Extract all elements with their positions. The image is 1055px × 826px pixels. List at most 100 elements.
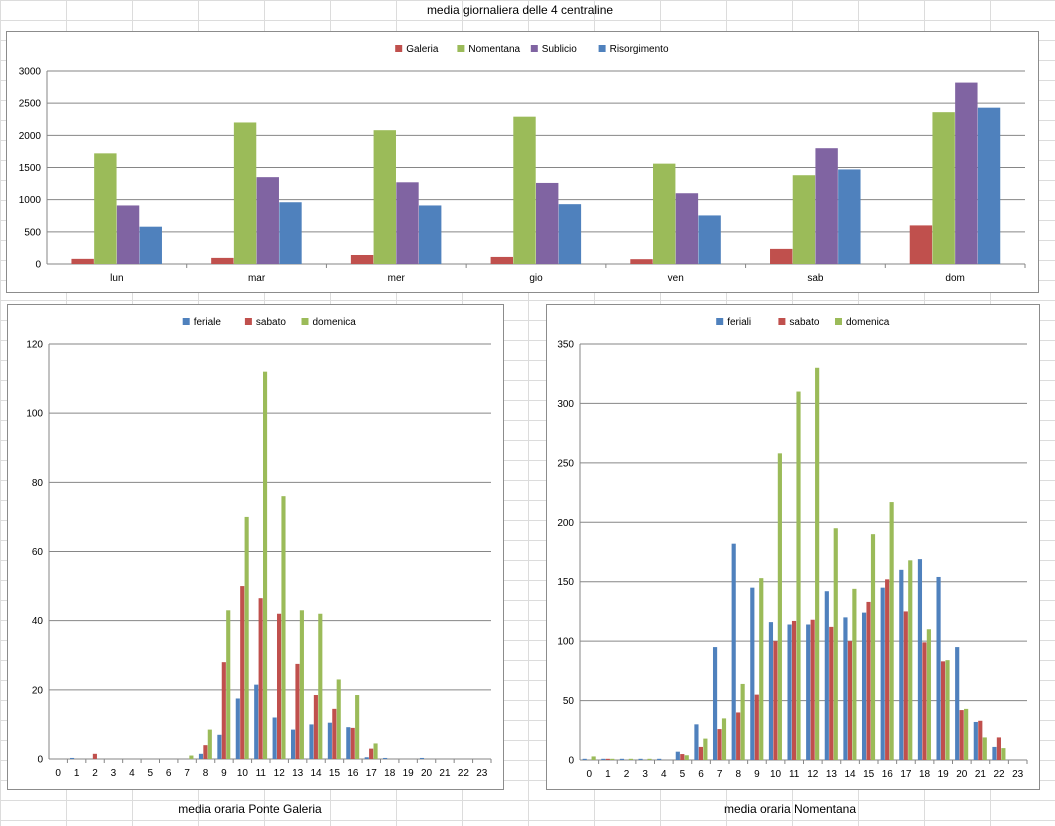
bar-feriale	[254, 684, 259, 759]
x-tick-label: 22	[994, 769, 1006, 780]
legend-label-nomentana: Nomentana	[468, 44, 520, 55]
bar-sabato	[258, 598, 263, 759]
bar-feriali	[824, 591, 829, 760]
bar-feriale	[217, 734, 222, 759]
legend-swatch-sabato	[244, 318, 252, 325]
bar-domenica	[299, 610, 304, 759]
bar-domenica	[281, 496, 286, 759]
y-tick-label: 100	[26, 409, 43, 420]
bar-domenica	[945, 660, 950, 760]
legend: feriali sabato domenica	[716, 317, 890, 328]
bar-feriali	[694, 724, 699, 760]
legend: feriale sabato domenica	[182, 317, 357, 328]
x-tick-label: 21	[975, 769, 987, 780]
bar-sabato	[717, 729, 722, 760]
x-tick-label: 16	[347, 768, 359, 779]
x-tick-label: 6	[166, 768, 172, 779]
x-tick-label: 19	[403, 768, 415, 779]
bar-sabato	[922, 642, 927, 760]
bar-domenica	[647, 758, 652, 760]
bar-domenica	[721, 718, 727, 760]
nomentana-chart-panel[interactable]: 0 50 100 150 200 250 300 350 0 1 2 3 4 5 6 7 8 9 10 11 12 13 1…	[546, 304, 1040, 790]
bar-domenica	[189, 755, 194, 759]
bar-galeria	[211, 257, 234, 264]
bar-feriale	[327, 722, 332, 759]
bar-domenica	[318, 613, 323, 759]
bar-feriali	[806, 624, 811, 760]
y-tick-label: 120	[26, 340, 43, 351]
bar-feriali	[899, 569, 904, 760]
x-tick-label: 18	[384, 768, 396, 779]
x-tick-label: 23	[476, 768, 488, 779]
bar-feriale	[364, 757, 369, 759]
bar-galeria	[909, 225, 933, 264]
x-tick-label: 14	[845, 769, 857, 780]
x-tick-label: 15	[863, 769, 875, 780]
bar-domenica	[373, 743, 378, 759]
bar-sabato	[605, 758, 610, 760]
y-tick-label: 2000	[19, 131, 42, 142]
bar-domenica	[684, 755, 689, 760]
bar-feriali	[712, 647, 718, 760]
bar-feriali	[675, 751, 680, 760]
x-tick-label: 1	[605, 769, 611, 780]
bar-domenica	[964, 708, 969, 760]
x-tick-label: 23	[1012, 769, 1024, 780]
bar-domenica	[833, 528, 838, 760]
bar-feriali	[768, 622, 774, 760]
bar-feriale	[383, 757, 388, 759]
x-tick-label: 21	[439, 768, 451, 779]
y-tick-label: 20	[32, 685, 44, 696]
bar-sabato	[866, 601, 871, 760]
x-tick-label: mar	[248, 273, 266, 284]
bar-domenica	[591, 756, 596, 760]
legend-label-domenica: domenica	[846, 317, 890, 328]
bar-sabato	[829, 626, 834, 760]
x-tick-label: 4	[129, 768, 135, 779]
bar-sublicio	[815, 148, 838, 264]
bar-feriale	[69, 757, 75, 759]
bar-sabato	[350, 727, 355, 759]
legend-swatch-domenica	[301, 318, 309, 325]
legend-label-domenica: domenica	[313, 317, 357, 328]
bar-domenica	[703, 738, 708, 760]
y-tick-label: 0	[35, 260, 41, 271]
bar-feriali	[638, 758, 643, 760]
bar-feriali	[992, 746, 997, 760]
x-tick-label: 12	[274, 768, 286, 779]
bar-sabato	[680, 754, 685, 760]
legend-label-sublicio: Sublicio	[542, 44, 577, 55]
caption-ponte-galeria: media oraria Ponte Galeria	[178, 802, 322, 816]
bar-sabato	[773, 641, 778, 760]
y-tick-label: 200	[557, 518, 574, 529]
x-tick-label: 8	[203, 768, 209, 779]
bar-risorgimento	[838, 169, 861, 264]
legend-label-sabato: sabato	[256, 317, 286, 328]
galeria-chart-panel[interactable]: 0 20 40 60 80 100 120 0 1 2 3 4 5 6 7 8 9 10 11 12 13 14 15 16 1…	[7, 304, 504, 790]
y-tick-label: 40	[32, 616, 44, 627]
bar-sabato	[240, 586, 245, 759]
y-tick-label: 60	[32, 547, 44, 558]
bar-sabato	[885, 579, 890, 760]
y-tick-label: 1000	[19, 195, 42, 206]
legend-swatch-feriali	[716, 318, 724, 325]
x-tick-label: 2	[624, 769, 630, 780]
bar-domenica	[244, 516, 249, 759]
bar-sabato	[92, 753, 97, 759]
bar-sabato	[847, 641, 852, 760]
x-tick-label: ven	[668, 273, 684, 284]
bar-feriale	[272, 717, 277, 759]
y-tick-label: 300	[557, 399, 574, 410]
bar-sublicio	[955, 82, 978, 264]
x-tick-label: 11	[789, 769, 800, 780]
x-tick-label: 17	[900, 769, 912, 780]
bar-feriale	[198, 753, 204, 759]
bar-domenica	[796, 391, 801, 760]
legend-swatch-sublicio	[530, 45, 538, 52]
y-tick-label: 80	[32, 478, 44, 489]
bar-nomentana	[94, 153, 117, 264]
daily-chart-panel[interactable]: 0 500 1000 1500 2000 2500 3000 lun mar mer gio ven s…	[6, 31, 1039, 293]
x-tick-label: 15	[329, 768, 341, 779]
bar-risorgimento	[977, 107, 1001, 264]
bar-feriale	[235, 698, 240, 759]
